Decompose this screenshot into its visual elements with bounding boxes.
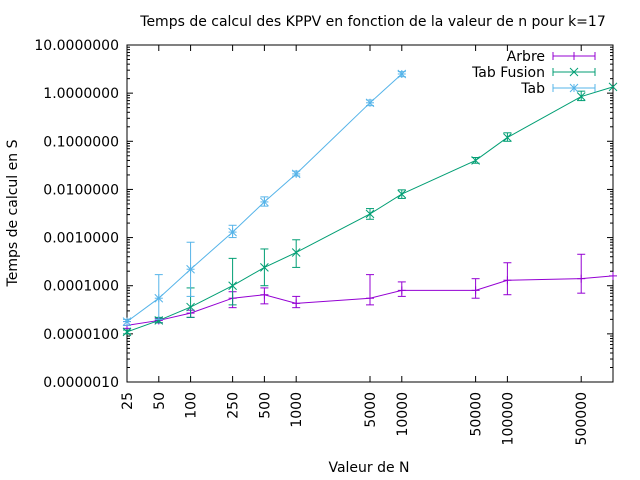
data-point — [503, 133, 511, 142]
chart-title: Temps de calcul des KPPV en fonction de … — [139, 14, 605, 30]
y-tick-label: 10.0000000 — [34, 38, 119, 54]
data-point — [260, 197, 268, 206]
data-point — [366, 275, 374, 305]
x-tick-label: 25 — [120, 392, 136, 410]
series-arbre — [123, 254, 617, 329]
y-tick-label: 1.0000000 — [43, 86, 119, 102]
x-tick-label: 50000 — [469, 392, 485, 437]
data-point — [366, 209, 374, 220]
x-tick-label: 500000 — [574, 392, 590, 445]
x-tick-label: 10000 — [395, 392, 411, 437]
series-tab — [123, 70, 406, 326]
y-tick-label: 0.0001000 — [43, 279, 119, 295]
x-tick-label: 5000 — [363, 392, 379, 428]
data-point — [366, 99, 374, 107]
data-point — [292, 296, 300, 307]
data-point — [503, 263, 511, 295]
x-tick-label: 250 — [226, 392, 242, 419]
y-tick-label: 0.0000010 — [43, 375, 119, 391]
legend-entry-arbre: Arbre — [507, 49, 595, 65]
x-tick-label: 50 — [152, 392, 168, 410]
data-point — [472, 279, 480, 299]
data-point — [398, 190, 406, 199]
legend-label: Arbre — [507, 49, 545, 65]
data-point — [155, 275, 163, 320]
legend-label: Tab Fusion — [471, 65, 545, 81]
data-point — [229, 225, 237, 237]
series-group — [123, 70, 617, 336]
data-point — [398, 70, 406, 78]
x-tick-label: 100 — [184, 392, 200, 419]
legend-label: Tab — [520, 81, 545, 97]
y-tick-label: 0.0000100 — [43, 327, 119, 343]
legend-entry-tab-fusion: Tab Fusion — [471, 65, 595, 81]
data-point — [398, 282, 406, 296]
y-axis-label: Temps de calcul en S — [5, 139, 21, 287]
data-point — [292, 170, 300, 178]
x-tick-label: 100000 — [500, 392, 516, 445]
data-point — [472, 156, 480, 164]
y-tick-label: 0.1000000 — [43, 134, 119, 150]
data-point — [609, 272, 617, 280]
y-tick-label: 0.0100000 — [43, 182, 119, 198]
data-point — [260, 249, 268, 286]
x-tick-label: 1000 — [289, 392, 305, 428]
data-point — [577, 254, 585, 293]
x-axis-label: Valeur de N — [328, 460, 409, 476]
data-point — [123, 318, 131, 326]
y-tick-label: 0.0010000 — [43, 231, 119, 247]
x-tick-label: 500 — [257, 392, 273, 419]
